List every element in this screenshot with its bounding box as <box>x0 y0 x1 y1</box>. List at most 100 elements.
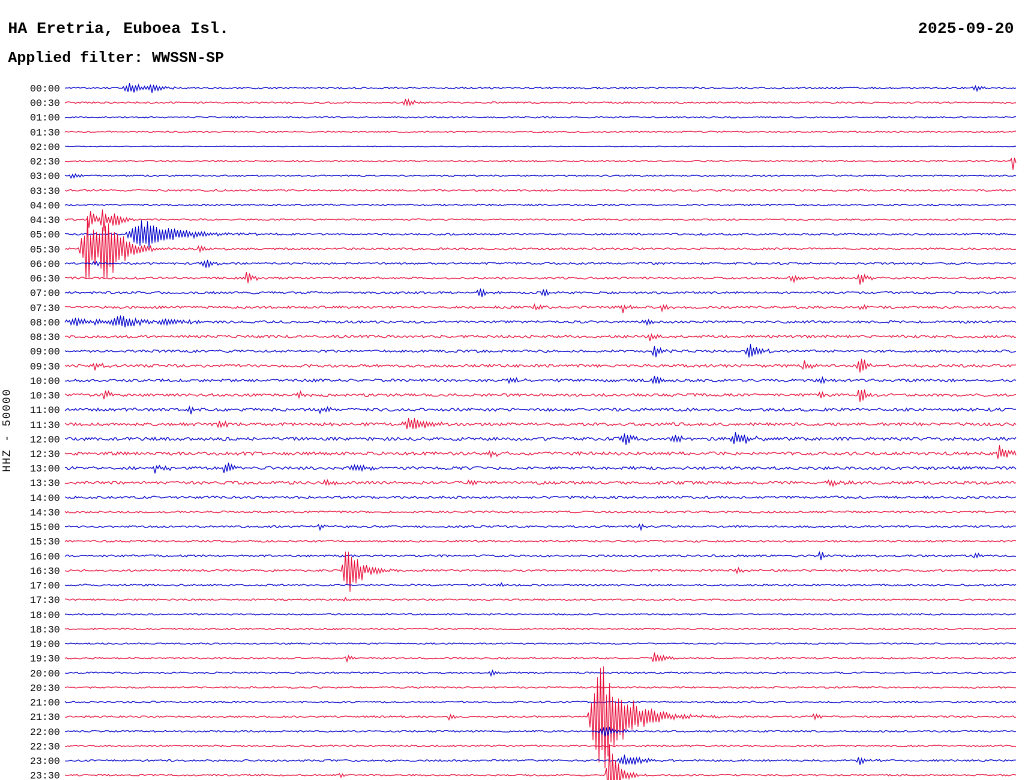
time-label: 23:00 <box>30 757 60 768</box>
seismogram-trace <box>64 343 1017 358</box>
station-title: HA Eretria, Euboea Isl. <box>8 20 229 38</box>
time-label: 15:00 <box>30 523 60 534</box>
time-label: 13:30 <box>30 479 60 490</box>
time-label: 19:00 <box>30 640 60 651</box>
time-label: 08:30 <box>30 333 60 344</box>
seismogram-trace <box>64 539 1017 543</box>
seismogram-trace <box>64 259 1017 269</box>
time-label: 18:00 <box>30 611 60 622</box>
seismogram-trace <box>64 315 1017 328</box>
time-label: 22:00 <box>30 728 60 739</box>
time-label: 21:30 <box>30 713 60 724</box>
seismogram-trace <box>64 462 1017 474</box>
seismogram-trace <box>64 700 1017 704</box>
time-label: 16:30 <box>30 567 60 578</box>
seismogram-trace <box>64 627 1017 631</box>
time-label: 12:30 <box>30 450 60 461</box>
time-label: 01:30 <box>30 128 60 139</box>
seismogram-trace <box>64 550 1017 561</box>
time-label: 04:30 <box>30 216 60 227</box>
time-label: 02:30 <box>30 158 60 169</box>
seismogram-trace <box>64 302 1017 314</box>
time-label: 22:30 <box>30 742 60 753</box>
time-label: 12:00 <box>30 435 60 446</box>
time-label: 16:00 <box>30 552 60 563</box>
seismogram-trace <box>65 754 1017 765</box>
seismogram-trace <box>64 652 1017 664</box>
seismogram-trace <box>64 375 1017 385</box>
time-label: 13:00 <box>30 465 60 476</box>
time-label: 07:00 <box>30 289 60 300</box>
time-label: 06:00 <box>30 260 60 271</box>
seismogram-trace <box>64 581 1017 587</box>
record-date: 2025-09-20 <box>917 20 1014 38</box>
seismogram-trace <box>64 188 1017 192</box>
seismogram-trace <box>64 744 1017 780</box>
seismogram-trace <box>64 668 1017 677</box>
time-label: 07:30 <box>30 304 60 315</box>
seismogram-trace <box>64 495 1017 500</box>
seismogram-trace <box>64 726 1017 737</box>
time-label: 04:00 <box>30 201 60 212</box>
time-label: 17:00 <box>30 582 60 593</box>
time-label: 03:30 <box>30 187 60 198</box>
time-label: 10:30 <box>30 392 60 403</box>
seismogram-trace <box>64 405 1016 415</box>
time-label: 01:00 <box>30 114 60 125</box>
seismogram-trace <box>64 417 1017 430</box>
time-label: 21:00 <box>30 699 60 710</box>
seismogram-trace <box>64 332 1017 342</box>
time-label: 09:30 <box>30 362 60 373</box>
applied-filter-label: Applied filter: WWSSN-SP <box>8 50 225 67</box>
time-label: 23:30 <box>30 772 60 780</box>
time-label: 17:30 <box>30 596 60 607</box>
seismogram-trace <box>64 478 1017 488</box>
seismogram-trace <box>64 686 1017 689</box>
seismogram-trace <box>64 744 1016 748</box>
seismogram-trace <box>64 358 1017 373</box>
seismogram-trace <box>64 288 1017 298</box>
seismogram-trace <box>64 445 1017 459</box>
seismogram-trace <box>64 97 1016 107</box>
seismogram-trace <box>64 215 1016 279</box>
seismogram-trace <box>64 613 1017 616</box>
seismogram-trace <box>64 83 1017 93</box>
time-label: 15:30 <box>30 538 60 549</box>
time-label: 03:00 <box>30 172 60 183</box>
time-label: 20:30 <box>30 684 60 695</box>
time-label: 05:00 <box>30 231 60 242</box>
seismogram-trace <box>64 596 1017 602</box>
time-label: 18:30 <box>30 625 60 636</box>
seismogram-trace <box>64 432 1017 445</box>
seismogram-trace <box>64 209 1017 232</box>
time-label: 11:30 <box>30 421 60 432</box>
seismogram-trace <box>64 145 1017 148</box>
time-label: 00:30 <box>30 99 60 110</box>
time-label: 09:00 <box>30 348 60 359</box>
time-label: 00:00 <box>30 85 60 96</box>
seismogram-trace <box>64 203 1017 207</box>
seismogram-trace <box>64 173 1017 179</box>
seismogram-trace <box>64 523 1017 532</box>
time-label: 05:30 <box>30 245 60 256</box>
time-label: 20:00 <box>30 669 60 680</box>
seismogram-trace <box>64 642 1017 645</box>
time-label: 10:00 <box>30 377 60 388</box>
time-label: 08:00 <box>30 318 60 329</box>
seismogram-trace <box>64 115 1016 119</box>
seismogram-trace <box>64 389 1017 403</box>
time-label: 14:30 <box>30 508 60 519</box>
seismogram-trace <box>64 157 1017 170</box>
time-label: 19:30 <box>30 655 60 666</box>
time-label: 11:00 <box>30 406 60 417</box>
time-label: 06:30 <box>30 275 60 286</box>
seismogram-trace <box>64 551 1017 592</box>
seismogram-trace <box>64 220 1017 248</box>
time-label: 14:00 <box>30 494 60 505</box>
seismogram-trace <box>64 272 1017 285</box>
time-label: 02:00 <box>30 143 60 154</box>
seismogram-trace <box>64 666 1017 769</box>
seismogram-trace <box>64 130 1016 134</box>
